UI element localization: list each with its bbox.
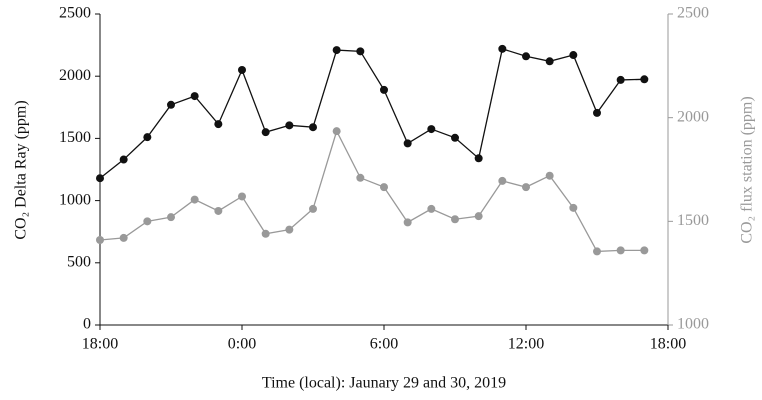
- y-tick-label: 2000: [59, 67, 91, 84]
- data-point: [498, 176, 507, 185]
- data-point: [238, 65, 246, 74]
- y2-tick-label: 1000: [677, 316, 709, 333]
- data-point: [380, 183, 388, 192]
- data-point: [593, 108, 601, 117]
- data-point: [403, 139, 412, 148]
- data-point: [380, 85, 388, 94]
- data-point: [451, 215, 459, 224]
- data-point: [238, 192, 246, 201]
- data-point: [593, 247, 601, 256]
- data-point: [190, 195, 199, 204]
- data-point: [451, 133, 459, 142]
- x-tick-label: 18:00: [82, 336, 118, 353]
- data-point: [522, 183, 530, 192]
- y-tick-label: 500: [67, 253, 91, 270]
- y-tick-label: 1500: [59, 129, 91, 146]
- data-point: [616, 246, 625, 255]
- y2-tick-label: 2500: [677, 5, 709, 22]
- data-point: [332, 46, 341, 55]
- y-tick-label: 2500: [59, 5, 91, 22]
- data-point: [332, 127, 341, 136]
- x-axis-label: Time (local): Jaunary 29 and 30, 2019: [262, 375, 506, 392]
- y2-tick-label: 1500: [677, 212, 709, 229]
- x-tick-label: 0:00: [228, 336, 256, 353]
- data-point: [569, 203, 578, 212]
- data-point: [427, 125, 436, 134]
- data-point: [119, 155, 128, 164]
- data-point: [474, 154, 483, 163]
- data-point: [119, 233, 128, 242]
- x-tick-label: 18:00: [650, 336, 686, 353]
- data-point: [190, 92, 199, 101]
- y-tick-label: 0: [83, 316, 91, 333]
- data-point: [96, 174, 104, 183]
- y2-tick-label: 2000: [677, 108, 709, 125]
- data-point: [309, 123, 317, 132]
- y-tick-label: 1000: [59, 191, 91, 208]
- data-point: [403, 218, 412, 227]
- data-point: [427, 204, 436, 213]
- data-point: [616, 75, 625, 84]
- data-point: [261, 229, 270, 238]
- data-point: [356, 47, 365, 56]
- x-tick-label: 6:00: [370, 336, 398, 353]
- data-point: [167, 100, 175, 109]
- data-point: [285, 225, 294, 234]
- data-point: [640, 75, 649, 84]
- data-point: [143, 217, 152, 226]
- data-point: [356, 173, 365, 182]
- x-tick-label: 12:00: [508, 336, 544, 353]
- data-point: [309, 204, 317, 213]
- data-point: [498, 44, 507, 53]
- y-axis-label: CO₂ Delta Ray (ppm): [13, 100, 30, 239]
- data-point: [214, 206, 223, 215]
- data-point: [545, 171, 554, 180]
- series-line: [99, 129, 645, 253]
- data-point: [545, 57, 554, 66]
- data-point: [96, 235, 104, 244]
- data-point: [143, 133, 152, 142]
- data-point: [640, 246, 649, 255]
- data-point: [261, 128, 270, 137]
- data-point: [214, 120, 223, 129]
- data-point: [167, 213, 175, 222]
- data-point: [569, 51, 578, 60]
- y2-axis-label: CO₂ flux station (ppm): [739, 96, 756, 243]
- data-point: [285, 121, 294, 130]
- data-point: [522, 52, 530, 61]
- series-line: [99, 47, 645, 179]
- data-point: [474, 212, 483, 221]
